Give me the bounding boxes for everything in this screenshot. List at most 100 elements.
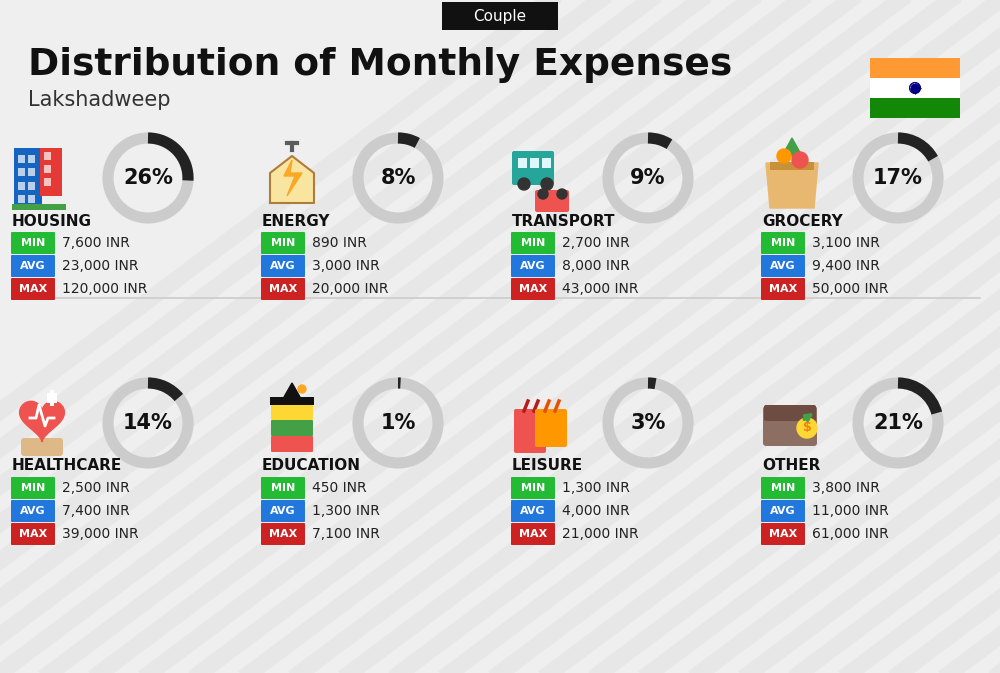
Text: 14%: 14% bbox=[123, 413, 173, 433]
Text: 39,000 INR: 39,000 INR bbox=[62, 527, 139, 541]
FancyBboxPatch shape bbox=[761, 278, 805, 300]
Text: MAX: MAX bbox=[769, 529, 797, 539]
Text: AVG: AVG bbox=[20, 261, 46, 271]
Text: 3,000 INR: 3,000 INR bbox=[312, 259, 380, 273]
Text: 21,000 INR: 21,000 INR bbox=[562, 527, 639, 541]
FancyBboxPatch shape bbox=[271, 436, 313, 452]
Text: 890 INR: 890 INR bbox=[312, 236, 367, 250]
FancyBboxPatch shape bbox=[11, 500, 55, 522]
Circle shape bbox=[298, 385, 306, 393]
Text: Couple: Couple bbox=[473, 9, 527, 24]
Text: 7,600 INR: 7,600 INR bbox=[62, 236, 130, 250]
Text: 9,400 INR: 9,400 INR bbox=[812, 259, 880, 273]
FancyBboxPatch shape bbox=[44, 165, 51, 173]
Text: 26%: 26% bbox=[123, 168, 173, 188]
FancyBboxPatch shape bbox=[511, 232, 555, 254]
FancyBboxPatch shape bbox=[761, 255, 805, 277]
Circle shape bbox=[538, 189, 548, 199]
FancyBboxPatch shape bbox=[47, 393, 57, 403]
FancyBboxPatch shape bbox=[261, 278, 305, 300]
FancyBboxPatch shape bbox=[442, 2, 558, 30]
Polygon shape bbox=[782, 138, 802, 156]
Text: 8%: 8% bbox=[380, 168, 416, 188]
Text: ENERGY: ENERGY bbox=[262, 213, 330, 229]
FancyBboxPatch shape bbox=[18, 168, 25, 176]
FancyBboxPatch shape bbox=[28, 168, 35, 176]
FancyBboxPatch shape bbox=[511, 477, 555, 499]
FancyBboxPatch shape bbox=[761, 500, 805, 522]
FancyBboxPatch shape bbox=[44, 152, 51, 160]
Text: MIN: MIN bbox=[771, 483, 795, 493]
Text: MAX: MAX bbox=[269, 284, 297, 294]
Text: 7,400 INR: 7,400 INR bbox=[62, 504, 130, 518]
Text: 3,100 INR: 3,100 INR bbox=[812, 236, 880, 250]
FancyBboxPatch shape bbox=[261, 500, 305, 522]
Text: MAX: MAX bbox=[519, 529, 547, 539]
FancyBboxPatch shape bbox=[11, 255, 55, 277]
Circle shape bbox=[557, 189, 567, 199]
Polygon shape bbox=[20, 401, 64, 441]
FancyBboxPatch shape bbox=[870, 98, 960, 118]
Text: 61,000 INR: 61,000 INR bbox=[812, 527, 889, 541]
Circle shape bbox=[541, 178, 553, 190]
FancyBboxPatch shape bbox=[270, 397, 314, 405]
Text: MIN: MIN bbox=[521, 238, 545, 248]
Text: 20,000 INR: 20,000 INR bbox=[312, 282, 388, 296]
FancyBboxPatch shape bbox=[28, 155, 35, 163]
Text: MAX: MAX bbox=[19, 529, 47, 539]
FancyBboxPatch shape bbox=[21, 438, 63, 456]
FancyBboxPatch shape bbox=[511, 523, 555, 545]
Text: 8,000 INR: 8,000 INR bbox=[562, 259, 630, 273]
Text: 1,300 INR: 1,300 INR bbox=[312, 504, 380, 518]
Text: HEALTHCARE: HEALTHCARE bbox=[12, 458, 122, 474]
Text: MIN: MIN bbox=[21, 483, 45, 493]
Text: 120,000 INR: 120,000 INR bbox=[62, 282, 147, 296]
FancyBboxPatch shape bbox=[514, 409, 546, 453]
FancyBboxPatch shape bbox=[11, 278, 55, 300]
FancyBboxPatch shape bbox=[512, 151, 554, 185]
Text: MAX: MAX bbox=[519, 284, 547, 294]
FancyBboxPatch shape bbox=[18, 182, 25, 190]
Polygon shape bbox=[284, 383, 300, 397]
Text: 17%: 17% bbox=[873, 168, 923, 188]
Text: AVG: AVG bbox=[20, 506, 46, 516]
FancyBboxPatch shape bbox=[764, 405, 816, 421]
Text: TRANSPORT: TRANSPORT bbox=[512, 213, 616, 229]
Text: MIN: MIN bbox=[21, 238, 45, 248]
Text: 3%: 3% bbox=[630, 413, 666, 433]
Text: AVG: AVG bbox=[520, 261, 546, 271]
FancyBboxPatch shape bbox=[761, 232, 805, 254]
FancyBboxPatch shape bbox=[535, 190, 569, 212]
Text: AVG: AVG bbox=[270, 506, 296, 516]
FancyBboxPatch shape bbox=[511, 255, 555, 277]
Text: 21%: 21% bbox=[873, 413, 923, 433]
Polygon shape bbox=[284, 160, 302, 196]
FancyBboxPatch shape bbox=[28, 195, 35, 203]
Text: MIN: MIN bbox=[271, 483, 295, 493]
FancyBboxPatch shape bbox=[40, 148, 62, 196]
Text: Distribution of Monthly Expenses: Distribution of Monthly Expenses bbox=[28, 47, 732, 83]
FancyBboxPatch shape bbox=[261, 477, 305, 499]
Text: MAX: MAX bbox=[269, 529, 297, 539]
FancyBboxPatch shape bbox=[18, 195, 25, 203]
FancyBboxPatch shape bbox=[12, 204, 66, 210]
Text: MAX: MAX bbox=[19, 284, 47, 294]
Text: 2,500 INR: 2,500 INR bbox=[62, 481, 130, 495]
FancyBboxPatch shape bbox=[11, 477, 55, 499]
FancyBboxPatch shape bbox=[763, 406, 817, 446]
FancyBboxPatch shape bbox=[271, 404, 313, 420]
Polygon shape bbox=[270, 156, 314, 203]
FancyBboxPatch shape bbox=[761, 477, 805, 499]
Text: 23,000 INR: 23,000 INR bbox=[62, 259, 138, 273]
Text: HOUSING: HOUSING bbox=[12, 213, 92, 229]
Text: 9%: 9% bbox=[630, 168, 666, 188]
Text: GROCERY: GROCERY bbox=[762, 213, 843, 229]
Text: 2,700 INR: 2,700 INR bbox=[562, 236, 630, 250]
FancyBboxPatch shape bbox=[761, 523, 805, 545]
FancyBboxPatch shape bbox=[11, 523, 55, 545]
Text: LEISURE: LEISURE bbox=[512, 458, 583, 474]
FancyBboxPatch shape bbox=[261, 232, 305, 254]
FancyBboxPatch shape bbox=[542, 158, 551, 168]
Text: 450 INR: 450 INR bbox=[312, 481, 367, 495]
Text: 4,000 INR: 4,000 INR bbox=[562, 504, 630, 518]
